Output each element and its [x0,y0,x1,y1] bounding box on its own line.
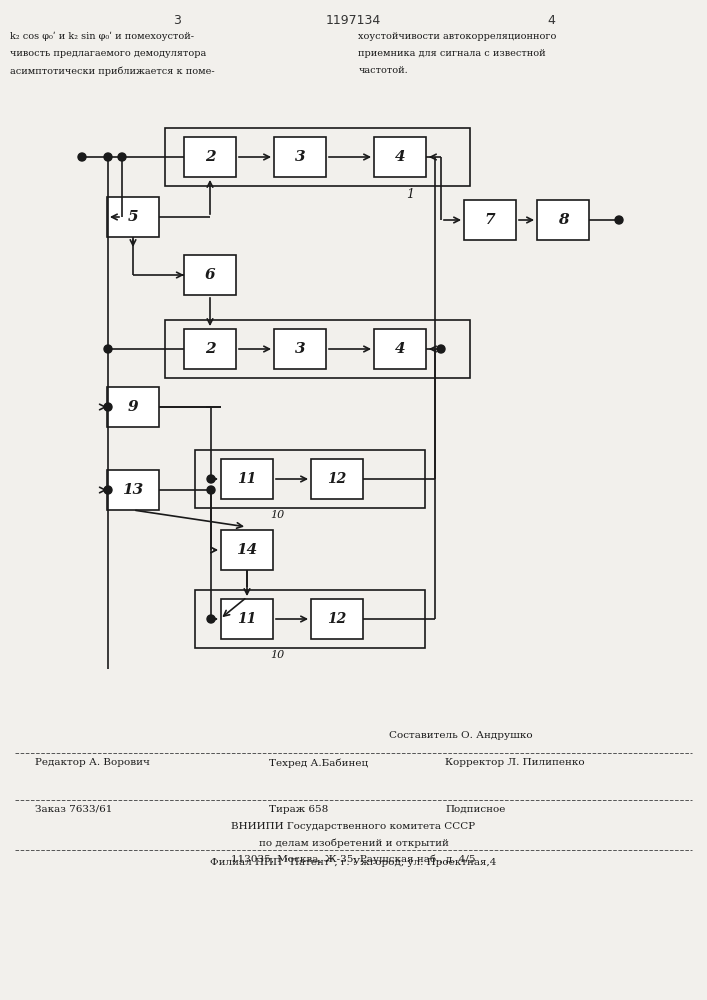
Text: 2: 2 [205,342,216,356]
Bar [274,329,326,369]
Text: Составитель О. Андрушко: Составитель О. Андрушко [389,731,532,740]
Bar [184,137,236,177]
Circle shape [104,153,112,161]
Text: 1: 1 [406,188,414,201]
Bar [107,197,159,237]
Text: Техред А.Бабинец: Техред А.Бабинец [269,758,368,768]
Circle shape [615,216,623,224]
Text: 5: 5 [128,210,139,224]
Text: 3: 3 [295,150,305,164]
Text: 113035, Москва, Ж-35, Раушская наб., д. 4/5: 113035, Москва, Ж-35, Раушская наб., д. … [231,854,476,863]
Text: 7: 7 [485,213,496,227]
Circle shape [78,153,86,161]
Circle shape [437,345,445,353]
Bar [107,387,159,427]
Text: 3: 3 [173,14,181,27]
Text: 3: 3 [295,342,305,356]
Text: 10: 10 [270,650,284,660]
Circle shape [118,153,126,161]
Bar [374,329,426,369]
Text: Филиал ППП "Патент", г. Ужгород, ул. Проектная,4: Филиал ППП "Патент", г. Ужгород, ул. Про… [210,858,497,867]
Bar [311,599,363,639]
Bar [221,599,273,639]
Text: Корректор Л. Пилипенко: Корректор Л. Пилипенко [445,758,585,767]
Text: приемника для сигнала с известной: приемника для сигнала с известной [358,49,546,58]
Text: 8: 8 [558,213,568,227]
Circle shape [207,615,215,623]
Text: хоустойчивости автокорреляционного: хоустойчивости автокорреляционного [358,32,557,41]
Bar [195,590,425,648]
Text: 12: 12 [327,612,346,626]
Text: 13: 13 [122,483,144,497]
Text: Подписное: Подписное [445,805,506,814]
Circle shape [104,486,112,494]
Text: 1197134: 1197134 [326,14,381,27]
Text: 12: 12 [327,472,346,486]
Text: 4: 4 [395,342,405,356]
Bar [165,320,470,378]
Text: 11: 11 [238,472,257,486]
Text: 6: 6 [205,268,216,282]
Bar [311,459,363,499]
Circle shape [104,403,112,411]
Text: 2: 2 [205,150,216,164]
Text: 14: 14 [236,543,257,557]
Text: 4: 4 [547,14,556,27]
Bar [107,470,159,510]
Bar [165,128,470,186]
Bar [221,459,273,499]
Text: Тираж 658: Тираж 658 [269,805,328,814]
Circle shape [207,475,215,483]
Circle shape [207,486,215,494]
Text: чивость предлагаемого демодулятора: чивость предлагаемого демодулятора [10,49,206,58]
Bar [195,450,425,508]
Bar [184,255,236,295]
Bar [464,200,516,240]
Bar [184,329,236,369]
Text: 11: 11 [238,612,257,626]
Text: 4: 4 [395,150,405,164]
Text: по делам изобретений и открытий: по делам изобретений и открытий [259,838,448,848]
Bar [274,137,326,177]
Bar [537,200,589,240]
Text: частотой.: частотой. [358,66,408,75]
Text: Редактор А. Ворович: Редактор А. Ворович [35,758,150,767]
Bar [221,530,273,570]
Text: 9: 9 [128,400,139,414]
Bar [374,137,426,177]
Circle shape [104,345,112,353]
Text: ВНИИПИ Государственного комитета СССР: ВНИИПИ Государственного комитета СССР [231,822,476,831]
Text: Заказ 7633/61: Заказ 7633/61 [35,805,112,814]
Text: асимптотически приближается к поме-: асимптотически приближается к поме- [10,66,215,76]
Text: 10: 10 [270,510,284,520]
Text: k₂ cos φ₀ʹ и k₂ sin φ₀ʹ и помехоустой-: k₂ cos φ₀ʹ и k₂ sin φ₀ʹ и помехоустой- [10,32,194,41]
